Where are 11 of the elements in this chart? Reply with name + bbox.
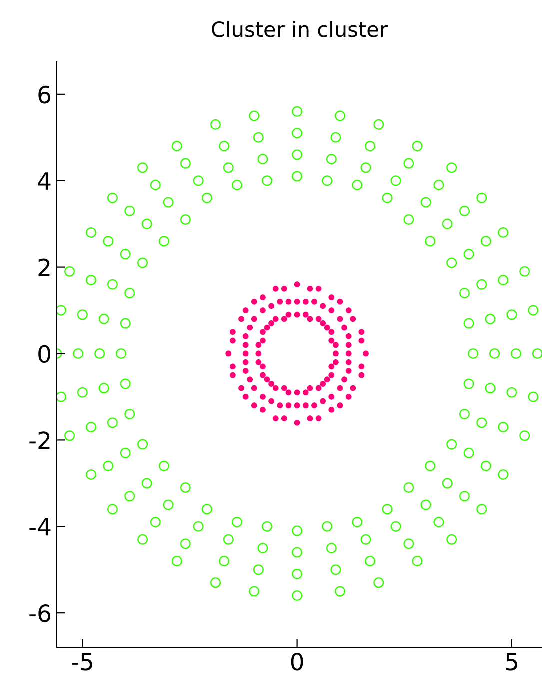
y-tick-label: -2 — [30, 432, 50, 450]
y-tick-label: 6 — [38, 86, 51, 104]
x-tick-label: 5 — [506, 653, 518, 671]
x-tick-label: -5 — [72, 653, 92, 671]
y-tick-label: 4 — [38, 172, 51, 190]
x-tick-label: 0 — [291, 652, 304, 671]
y-tick-label: 0 — [38, 345, 50, 364]
chart-title: Cluster in cluster — [212, 21, 388, 38]
y-tick-label: 2 — [38, 258, 50, 276]
y-tick-label: -4 — [30, 518, 51, 536]
y-tick-label: -6 — [30, 604, 51, 622]
